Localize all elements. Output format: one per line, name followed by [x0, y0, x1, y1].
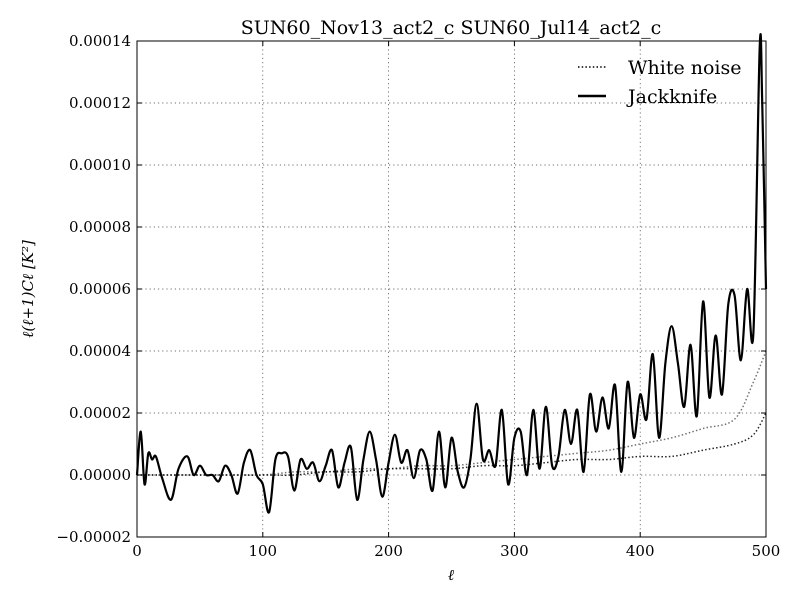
y-tick-label: −0.00002 — [56, 528, 131, 546]
y-tick-label: 0.00000 — [69, 466, 131, 484]
x-axis-label: ℓ — [448, 566, 454, 584]
chart-title: SUN60_Nov13_act2_c SUN60_Jul14_act2_c — [241, 17, 661, 39]
x-axis-ticks: 0 100 200 300 400 500 — [132, 41, 780, 560]
jackknife-line — [135, 33, 768, 514]
y-tick-label: 0.00010 — [69, 156, 131, 174]
white-noise-line — [136, 412, 767, 476]
legend-white-noise-label: White noise — [628, 57, 742, 79]
x-tick-label: 300 — [500, 542, 529, 560]
y-axis-ticks: −0.00002 0.00000 0.00002 0.00004 0.00006 0.00… — [56, 32, 766, 546]
x-tick-label: 100 — [248, 542, 277, 560]
x-tick-label: 0 — [132, 542, 142, 560]
y-tick-label: 0.00002 — [69, 404, 131, 422]
x-tick-label: 500 — [752, 542, 781, 560]
x-tick-label: 200 — [374, 542, 403, 560]
y-tick-label: 0.00014 — [69, 32, 131, 50]
jackknife-series — [135, 33, 768, 514]
y-tick-label: 0.00006 — [69, 280, 131, 298]
y-axis-label: ℓ(ℓ+1)Cℓ [K²] — [19, 240, 37, 338]
legend: White noise Jackknife — [578, 57, 742, 108]
white-noise-series — [136, 350, 767, 476]
y-tick-label: 0.00008 — [69, 218, 131, 236]
legend-jackknife-label: Jackknife — [626, 86, 717, 108]
white-noise-line — [136, 350, 767, 476]
y-tick-label: 0.00012 — [69, 94, 131, 112]
y-tick-label: 0.00004 — [69, 342, 131, 360]
x-tick-label: 400 — [626, 542, 655, 560]
